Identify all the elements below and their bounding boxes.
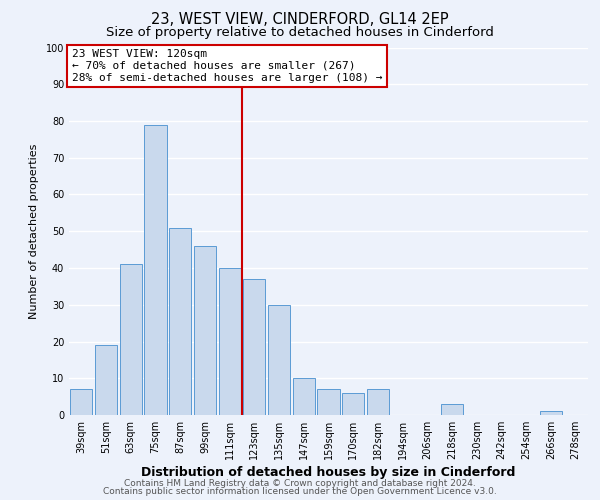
- Bar: [342, 393, 364, 415]
- Text: 23 WEST VIEW: 120sqm
← 70% of detached houses are smaller (267)
28% of semi-deta: 23 WEST VIEW: 120sqm ← 70% of detached h…: [71, 50, 382, 82]
- Text: 23, WEST VIEW, CINDERFORD, GL14 2EP: 23, WEST VIEW, CINDERFORD, GL14 2EP: [151, 12, 449, 28]
- Bar: [317, 390, 340, 415]
- Bar: [218, 268, 241, 415]
- Bar: [194, 246, 216, 415]
- Bar: [169, 228, 191, 415]
- Bar: [293, 378, 315, 415]
- Bar: [268, 304, 290, 415]
- Bar: [367, 390, 389, 415]
- Text: Contains HM Land Registry data © Crown copyright and database right 2024.: Contains HM Land Registry data © Crown c…: [124, 478, 476, 488]
- Text: Size of property relative to detached houses in Cinderford: Size of property relative to detached ho…: [106, 26, 494, 39]
- X-axis label: Distribution of detached houses by size in Cinderford: Distribution of detached houses by size …: [142, 466, 515, 479]
- Bar: [95, 345, 117, 415]
- Text: Contains public sector information licensed under the Open Government Licence v3: Contains public sector information licen…: [103, 487, 497, 496]
- Bar: [119, 264, 142, 415]
- Bar: [145, 124, 167, 415]
- Bar: [243, 279, 265, 415]
- Bar: [540, 412, 562, 415]
- Bar: [70, 390, 92, 415]
- Y-axis label: Number of detached properties: Number of detached properties: [29, 144, 39, 319]
- Bar: [441, 404, 463, 415]
